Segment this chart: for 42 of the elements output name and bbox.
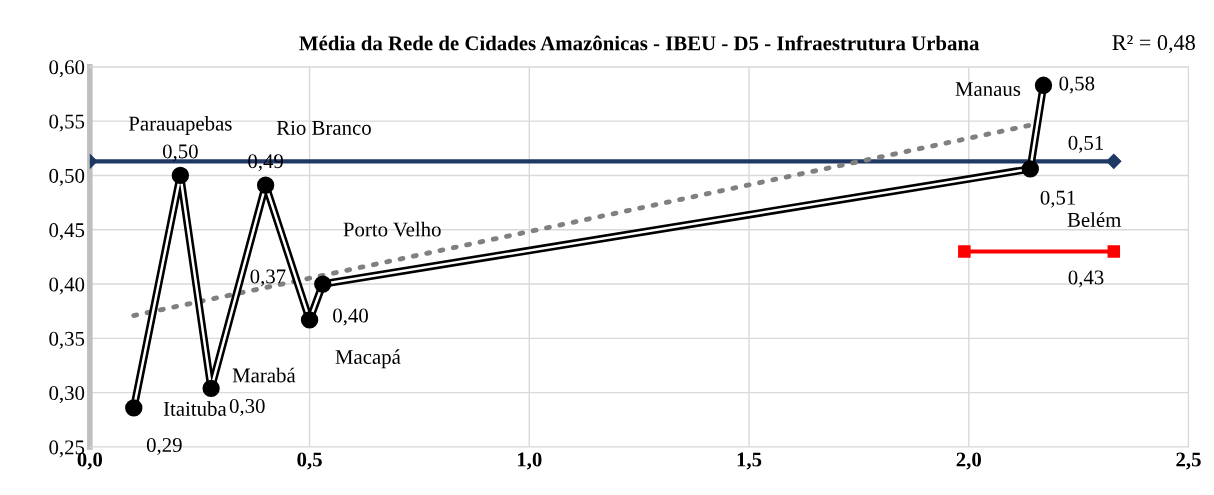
point <box>1107 245 1121 258</box>
point <box>958 245 971 258</box>
x-tick-label: 2,5 <box>1176 452 1201 470</box>
data-label: 0,37 <box>250 269 286 287</box>
point <box>171 166 190 185</box>
data-label: 0,50 <box>162 144 198 162</box>
point <box>1034 76 1053 94</box>
y-tick-label: 0,45 <box>49 223 85 241</box>
chart-title: Média da Rede de Cidades Amazônicas - IBEU - D5 - Infraestrutura Urbana <box>299 35 980 51</box>
point <box>125 399 143 417</box>
point <box>1021 160 1039 178</box>
data-label: 0,43 <box>1068 270 1104 288</box>
data-label: 0,51 <box>1040 190 1076 208</box>
data-label: 0,30 <box>229 398 265 416</box>
point <box>256 176 275 194</box>
annotation: Marabá <box>232 367 296 383</box>
x-tick-label: 2,0 <box>956 452 981 470</box>
y-tick-label: 0,35 <box>49 331 85 349</box>
annotation: Itaituba <box>163 401 227 416</box>
x-tick-label: 1,5 <box>737 452 762 470</box>
y-tick-label: 0,50 <box>49 168 85 186</box>
data-label: 0,51 <box>1068 135 1103 153</box>
annotation: Belém <box>1067 212 1122 227</box>
annotation: Manaus <box>955 82 1021 97</box>
y-tick-label: 0,30 <box>49 386 85 404</box>
data-label: 0,58 <box>1059 76 1095 94</box>
point <box>300 311 319 329</box>
x-tick-label: 0,5 <box>297 452 322 470</box>
y-tick-label: 0,55 <box>49 114 85 132</box>
annotation: Macapá <box>335 349 401 369</box>
annotation: Rio Branco <box>276 120 371 135</box>
point <box>314 275 332 293</box>
annotation: Porto Velho <box>343 221 441 237</box>
y-tick-label: 0,60 <box>49 60 85 78</box>
point <box>202 379 220 398</box>
data-label: 0,29 <box>146 437 182 455</box>
x-tick-label: 1,0 <box>517 452 542 470</box>
y-tick-label: 0,40 <box>49 277 85 295</box>
text: R² = 0,48 <box>1112 35 1195 54</box>
annotation: Parauapebas <box>128 116 232 135</box>
data-label: 0,49 <box>248 154 283 172</box>
data-label: 0,40 <box>333 308 368 326</box>
